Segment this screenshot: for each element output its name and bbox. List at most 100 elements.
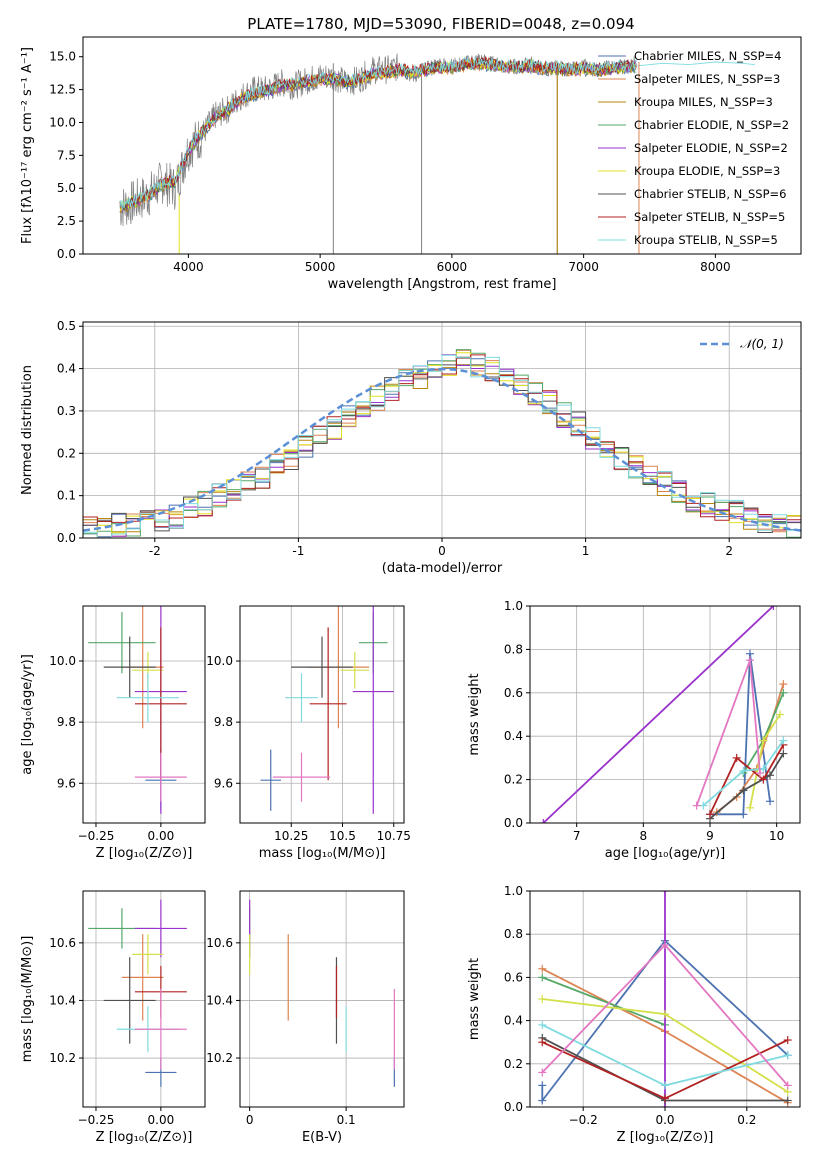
spectrum-ytick-label: 15.0 [49, 50, 76, 64]
age-vs-mass-panel: 10.25 10.5 10.75 9.6 9.8 10.0 mass [log₁₀(M/M⊙… [206, 605, 411, 861]
weight-vs-age-line-6 [709, 744, 785, 815]
spectrum-ylabel: Flux [fλ10⁻¹⁷ erg cm⁻² s⁻¹ A⁻¹] [20, 47, 35, 244]
residuals-ytick-label: 0.1 [57, 489, 76, 503]
weight-vs-age-line-1 [716, 683, 785, 813]
legend-label-8: Kroupa STELIB, N_SSP=5 [634, 233, 778, 247]
residuals-xtick-label: 1 [582, 544, 590, 558]
spectrum-xtick-label: 5000 [305, 260, 336, 274]
residuals-ytick-label: 0.4 [57, 362, 76, 376]
spectrum-xlabel: wavelength [Angstrom, rest frame] [328, 277, 557, 292]
age-vs-Z-ytick-label: 9.8 [57, 715, 76, 729]
spectrum-xtick-label: 7000 [568, 260, 599, 274]
residuals-ytick-label: 0.5 [57, 319, 76, 333]
weight-vs-Z-ytick-label: 1.0 [504, 884, 523, 898]
age-vs-Z-xtick-label: 0.00 [148, 829, 175, 843]
age-vs-mass-xtick-label: 10.5 [329, 829, 356, 843]
residuals-ytick-label: 0.3 [57, 404, 76, 418]
mass-vs-ebv-ytick-label: 10.6 [206, 936, 233, 950]
residuals-ytick-label: 0.0 [57, 531, 76, 545]
mass-vs-Z-xtick-label: −0.25 [78, 1113, 115, 1127]
weight-vs-Z-xtick-label: 0.2 [737, 1113, 756, 1127]
age-vs-mass-xtick-label: 10.75 [377, 829, 411, 843]
age-vs-mass-ytick-label: 10.0 [206, 654, 233, 668]
age-vs-Z-panel: −0.25 0.00 9.6 9.8 10.0 Z [log₁₀(Z/Z⊙)] age [l… [20, 605, 206, 861]
weight-vs-age-line-0 [710, 653, 771, 816]
gaussian-legend-label: 𝒩(0, 1) [740, 337, 784, 351]
weight-vs-Z-panel: −0.2 0.0 0.2 0.0 0.2 0.4 0.6 0.8 1.0 Z [log₁₀(Z/Z… [467, 884, 801, 1145]
age-vs-Z-xtick-label: −0.25 [78, 829, 115, 843]
weight-vs-age-plot-area [539, 606, 788, 823]
weight-vs-age-ytick-label: 0.4 [504, 729, 523, 743]
weight-vs-Z-ylabel: mass weight [467, 958, 482, 1040]
spectrum-xtick-label: 4000 [173, 260, 204, 274]
age-vs-mass-xtick-label: 10.25 [274, 829, 308, 843]
legend-label-7: Salpeter STELIB, N_SSP=5 [634, 210, 785, 224]
histogram-step-6 [83, 356, 801, 538]
age-vs-mass-ytick-label: 9.6 [214, 776, 233, 790]
age-vs-Z-ylabel: age [log₁₀(age/yr)] [20, 654, 35, 775]
model-line-8 [119, 56, 637, 210]
mass-vs-Z-ytick-label: 10.4 [49, 993, 76, 1007]
mass-vs-ebv-plot-area [249, 899, 395, 1087]
weight-vs-age-xtick-label: 9 [706, 829, 714, 843]
weight-vs-Z-ytick-label: 0.0 [504, 1100, 523, 1114]
mass-vs-Z-frame [82, 890, 206, 1108]
legend-label-5: Kroupa ELODIE, N_SSP=3 [634, 164, 780, 178]
age-vs-Z-ytick-label: 10.0 [49, 654, 76, 668]
weight-vs-Z-xtick-label: −0.2 [569, 1113, 598, 1127]
weight-vs-age-xtick-label: 10 [769, 829, 784, 843]
mass-vs-Z-ytick-label: 10.6 [49, 936, 76, 950]
spectrum-ytick-label: 5.0 [57, 181, 76, 195]
mass-vs-Z-xtick-label: 0.00 [148, 1113, 175, 1127]
legend-label-3: Chabrier ELODIE, N_SSP=2 [634, 118, 789, 132]
residuals-xtick-label: 2 [725, 544, 733, 558]
spectrum-ytick-label: 10.0 [49, 115, 76, 129]
age-vs-mass-frame [239, 605, 405, 824]
residuals-ylabel: Normed distribution [20, 365, 35, 495]
model-line-7 [119, 55, 637, 209]
weight-vs-age-panel: 7 8 9 10 0.0 0.2 0.4 0.6 0.8 1.0 age [log₁₀(age/yr… [467, 599, 801, 861]
weight-vs-age-xtick-label: 8 [640, 829, 648, 843]
age-vs-mass-xlabel: mass [log₁₀(M/M⊙)] [259, 846, 386, 861]
weight-vs-age-frame [529, 605, 801, 824]
spectrum-ytick-label: 2.5 [57, 214, 76, 228]
weight-vs-Z-plot-area [538, 891, 792, 1107]
model-line-extension [636, 61, 755, 67]
mass-vs-ebv-xtick-label: 0.1 [337, 1113, 356, 1127]
legend-label-6: Chabrier STELIB, N_SSP=6 [634, 187, 786, 201]
age-vs-mass-ytick-label: 9.8 [214, 715, 233, 729]
spectrum-legend: Chabrier MILES, N_SSP=4 Salpeter MILES, N… [598, 49, 789, 247]
weight-vs-Z-line-2 [541, 976, 666, 1026]
weight-vs-age-line-3 [542, 606, 774, 823]
weight-vs-age-xtick-label: 7 [573, 829, 581, 843]
mass-vs-ebv-frame [239, 890, 405, 1108]
residuals-ytick-label: 0.2 [57, 446, 76, 460]
mass-vs-ebv-xlabel: E(B-V) [302, 1130, 342, 1145]
weight-vs-Z-ytick-label: 0.8 [504, 927, 523, 941]
residuals-xtick-label: -1 [292, 544, 304, 558]
mass-vs-Z-panel: −0.25 0.00 10.2 10.4 10.6 Z [log₁₀(Z/Z⊙)] mass… [20, 890, 206, 1145]
spectrum-xtick-label: 6000 [437, 260, 468, 274]
mass-vs-Z-plot-area [88, 899, 187, 1087]
legend-label-0: Chabrier MILES, N_SSP=4 [634, 49, 781, 63]
weight-vs-Z-ytick-label: 0.6 [504, 970, 523, 984]
residuals-xtick-label: 0 [438, 544, 446, 558]
residuals-panel: -2 -1 0 1 2 0.0 0.1 0.2 0.3 0.4 0.5 (data-model)/er… [20, 319, 802, 576]
weight-vs-age-ytick-label: 0.6 [504, 686, 523, 700]
weight-vs-age-ytick-label: 0.2 [504, 773, 523, 787]
gaussian-curve [83, 367, 801, 532]
spectrum-plot-area [119, 53, 755, 254]
weight-vs-Z-xtick-label: 0.0 [655, 1113, 674, 1127]
mass-vs-ebv-ytick-label: 10.2 [206, 1051, 233, 1065]
mass-vs-ebv-xtick-label: 0 [246, 1113, 254, 1127]
spectrum-frame [82, 36, 802, 255]
residuals-xtick-label: -2 [149, 544, 161, 558]
legend-label-4: Salpeter ELODIE, N_SSP=2 [634, 141, 788, 155]
weight-vs-age-line-5 [709, 753, 785, 820]
weight-vs-age-xlabel: age [log₁₀(age/yr)] [605, 846, 726, 861]
weight-vs-age-line-7 [702, 739, 785, 807]
age-vs-Z-ytick-label: 9.6 [57, 776, 76, 790]
residuals-xlabel: (data-model)/error [382, 561, 503, 576]
weight-vs-age-ytick-label: 1.0 [504, 599, 523, 613]
